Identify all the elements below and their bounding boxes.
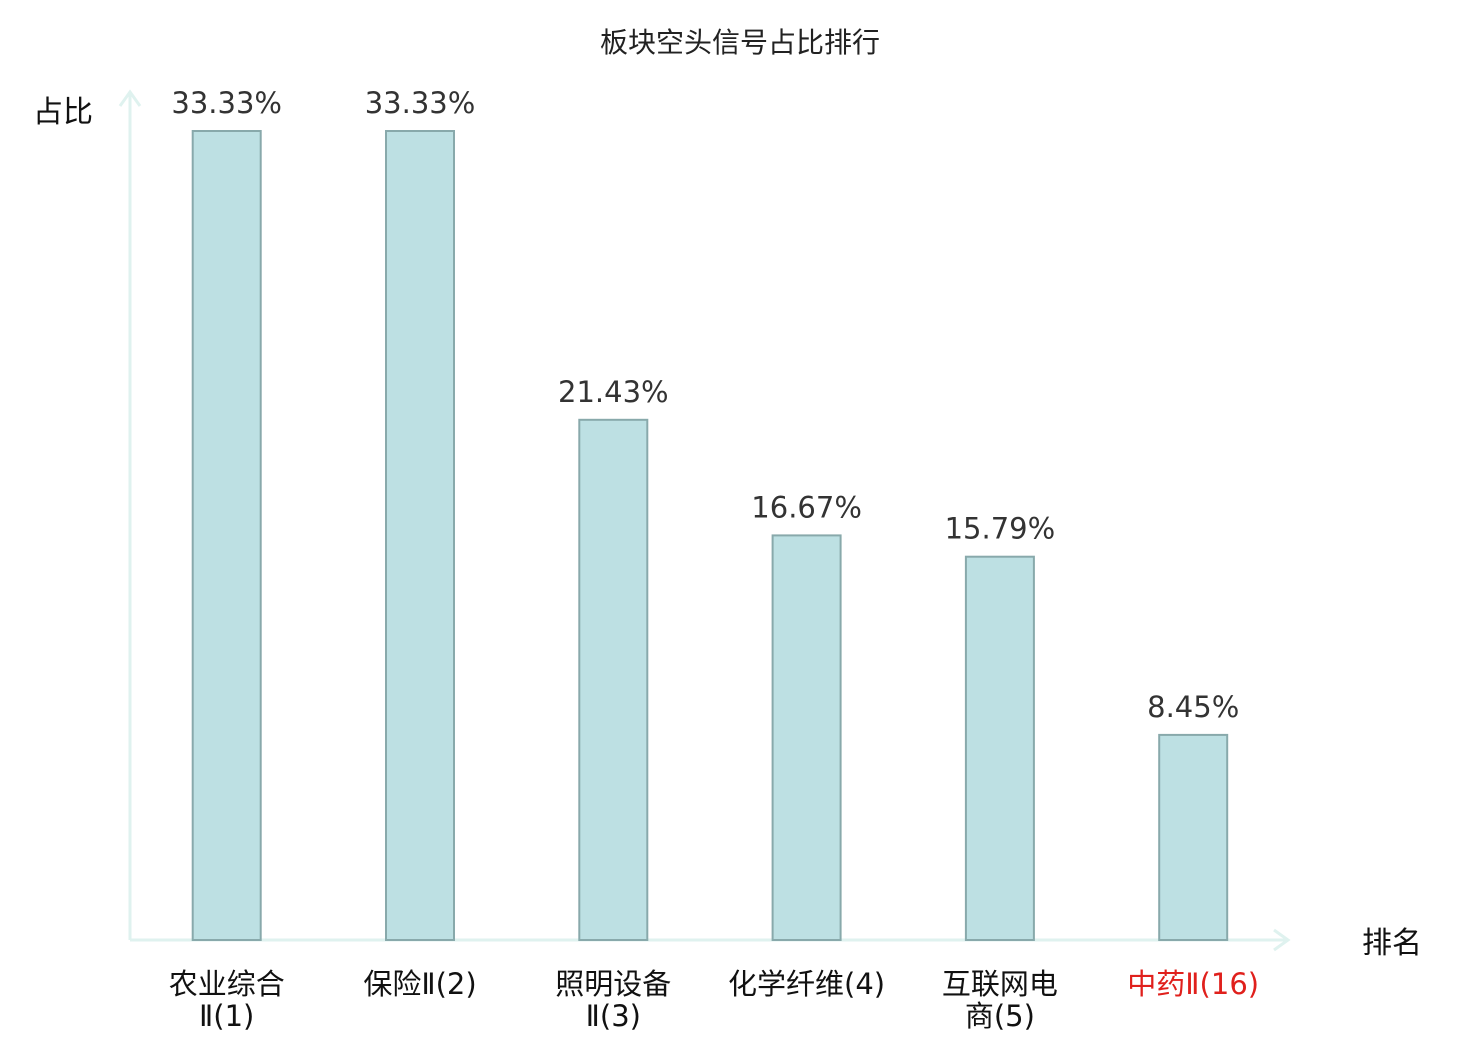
x-axis-arrow (1273, 928, 1291, 952)
y-axis-label: 占比 (33, 95, 93, 130)
bars-group (191, 130, 1229, 942)
tick-label: 互联网电 (942, 967, 1058, 1001)
tick-label: 化学纤维(4) (728, 967, 885, 1001)
bar (385, 130, 455, 941)
tick-label: 中药Ⅱ(16) (1127, 967, 1259, 1001)
axes (118, 89, 1291, 952)
data-label: 33.33% (171, 86, 282, 120)
tick-label: 农业综合 (169, 967, 285, 1001)
data-label: 8.45% (1147, 690, 1239, 724)
tick-label: Ⅱ(1) (199, 999, 254, 1033)
x-axis-label: 排名 (1362, 926, 1422, 961)
bar (964, 555, 1035, 941)
tick-label: Ⅱ(3) (586, 999, 641, 1033)
tick-label: 商(5) (965, 999, 1035, 1033)
bar (191, 130, 262, 941)
y-axis-arrow (118, 89, 142, 107)
data-label: 16.67% (751, 490, 862, 524)
chart-title: 板块空头信号占比排行 (600, 26, 880, 59)
bar (1158, 733, 1229, 942)
data-label: 21.43% (558, 375, 669, 409)
tick-label: 照明设备 (555, 967, 671, 1001)
data-label: 33.33% (365, 86, 476, 120)
bar (771, 534, 842, 942)
value-labels-group: 33.33% 33.33% 21.43% 16.67% 15.79% 8.45% (171, 86, 1239, 724)
data-label: 15.79% (945, 512, 1056, 546)
bar (578, 418, 649, 941)
tick-label: 保险Ⅱ(2) (363, 967, 476, 1001)
